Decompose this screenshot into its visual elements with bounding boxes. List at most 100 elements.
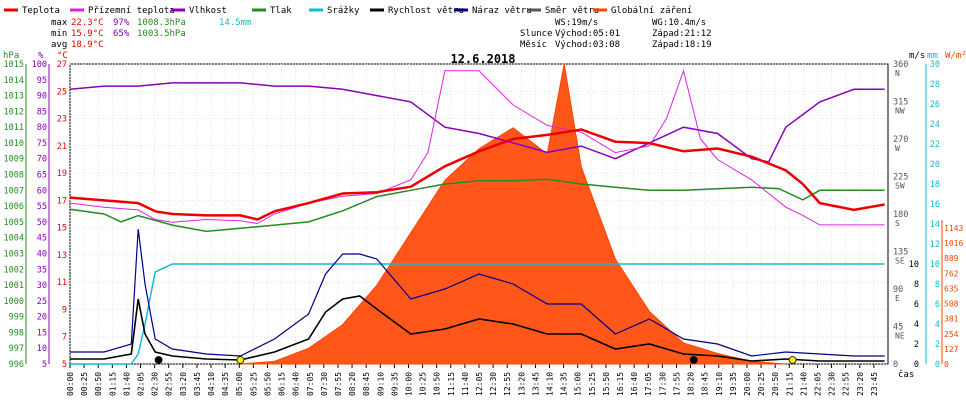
time-tick-label: 06:15	[278, 372, 287, 396]
legend-label: Srážky	[327, 6, 360, 16]
series-wind-gust	[70, 228, 885, 357]
degc-tick-label: 19	[57, 169, 67, 179]
time-tick-label: 01:15	[108, 372, 117, 396]
ms-tick-label: 12	[930, 240, 940, 250]
moon-label: Měsíc	[520, 40, 547, 50]
wm2-tick-label: 635	[944, 284, 959, 293]
pct-tick-label: 75	[37, 139, 47, 149]
time-tick-label: 12:55	[503, 372, 512, 396]
mm-tick-label: 4	[914, 320, 919, 330]
series-rain	[70, 263, 885, 365]
ms-tick-label: 24	[930, 120, 940, 130]
hpa-tick-label: 997	[9, 344, 24, 354]
ms-tick-label: 0	[935, 360, 940, 370]
time-tick-label: 08:20	[348, 372, 357, 396]
time-tick-label: 07:30	[320, 372, 329, 396]
time-tick-label: 15:50	[602, 372, 611, 396]
hpa-tick-label: 1007	[4, 186, 24, 196]
pct-tick-label: 80	[37, 123, 47, 133]
sun-rise: Východ:05:01	[555, 29, 620, 39]
plot-area	[69, 63, 885, 365]
unit-wm2: W/m²	[945, 51, 966, 61]
wm2-tick-label: 381	[944, 315, 959, 324]
time-tick-label: 00:00	[66, 372, 75, 396]
time-tick-label: 09:35	[390, 372, 399, 396]
pct-tick-label: 35	[37, 265, 47, 275]
pct-tick-label: 65	[37, 171, 47, 181]
dir-compass-label: NW	[895, 107, 905, 116]
pct-tick-label: 25	[37, 297, 47, 307]
pct-tick-label: 70	[37, 155, 47, 165]
time-tick-label: 17:05	[644, 372, 653, 396]
sun-moon-info: WS:19m/s WG:10.4m/s Slunce Východ:05:01 …	[520, 18, 712, 50]
time-tick-label: 19:35	[729, 372, 738, 396]
hpa-tick-label: 1009	[4, 155, 24, 165]
degc-tick-label: 9	[62, 305, 67, 315]
degc-tick-label: 17	[57, 196, 67, 206]
dir-tick-label: 315	[893, 98, 908, 108]
time-tick-label: 14:10	[546, 372, 555, 396]
time-tick-label: 23:20	[856, 372, 865, 396]
time-tick-label: 09:10	[376, 372, 385, 396]
hpa-tick-label: 1011	[4, 123, 24, 133]
wm2-tick-label: 127	[944, 345, 959, 354]
hpa-tick-label: 1001	[4, 281, 24, 291]
hpa-tick-label: 1010	[4, 139, 24, 149]
mm-tick-label: 0	[914, 360, 919, 370]
time-tick-label: 21:40	[799, 372, 808, 396]
legend-label: Náraz větru	[472, 6, 532, 16]
ms-tick-label: 14	[930, 220, 940, 230]
degc-tick-label: 11	[57, 278, 67, 288]
ms-tick-label: 4	[935, 320, 940, 330]
wm2-tick-label: 254	[944, 330, 959, 339]
stats-max-press: 1008.3hPa	[137, 18, 186, 28]
pct-tick-label: 15	[37, 328, 47, 338]
time-tick-label: 02:30	[151, 372, 160, 396]
ms-tick-label: 22	[930, 140, 940, 150]
degc-tick-label: 25	[57, 87, 67, 97]
mm-tick-label: 6	[914, 300, 919, 310]
ms-tick-label: 10	[930, 260, 940, 270]
hpa-tick-label: 1003	[4, 249, 24, 259]
legend-label: Globální záření	[611, 6, 692, 16]
stats-max-temp: 22.3°C	[71, 18, 104, 28]
time-tick-label: 20:25	[757, 372, 766, 396]
series-ground-temp	[69, 69, 885, 226]
time-tick-label: 22:55	[842, 372, 851, 396]
pct-tick-label: 60	[37, 186, 47, 196]
stats-max-rain: 14.5mm	[219, 18, 252, 28]
dir-compass-label: SW	[895, 182, 905, 191]
legend: Teplota Přízemní teplota Vlhkost Tlak Srážky…	[4, 6, 692, 16]
time-tick-label: 12:05	[475, 372, 484, 396]
wm2-tick-label: 762	[944, 269, 959, 278]
time-tick-label: 03:20	[179, 372, 188, 396]
time-tick-label: 22:30	[828, 372, 837, 396]
hpa-tick-label: 1014	[4, 76, 24, 86]
time-tick-label: 05:25	[249, 372, 258, 396]
time-tick-label: 18:45	[701, 372, 710, 396]
time-tick-label: 06:40	[292, 372, 301, 396]
sun-label: Slunce	[520, 29, 553, 39]
time-tick-label: 13:20	[517, 372, 526, 396]
dir-compass-label: N	[895, 69, 900, 78]
dir-tick-label: 180	[893, 210, 908, 220]
pct-tick-label: 45	[37, 234, 47, 244]
degc-tick-label: 5	[62, 360, 67, 370]
stats-min-temp: 15.9°C	[71, 29, 104, 39]
unit-headers: hPa % °C m/s mm W/m² čas	[3, 51, 966, 380]
pct-tick-label: 95	[37, 76, 47, 86]
ws-value: WS:19m/s	[555, 18, 598, 28]
time-tick-label: 14:35	[560, 372, 569, 396]
dir-compass-label: E	[895, 294, 900, 303]
series-radiation	[240, 63, 786, 365]
time-tick-label: 22:05	[813, 372, 822, 396]
dir-compass-label: W	[895, 144, 900, 153]
time-tick-label: 15:00	[574, 372, 583, 396]
moon-rise: Východ:03:08	[555, 40, 620, 50]
ms-tick-label: 8	[935, 280, 940, 290]
sun-marker	[236, 356, 245, 364]
pct-tick-label: 10	[37, 344, 47, 354]
unit-hpa: hPa	[3, 51, 19, 61]
dir-tick-label: 270	[893, 135, 908, 145]
